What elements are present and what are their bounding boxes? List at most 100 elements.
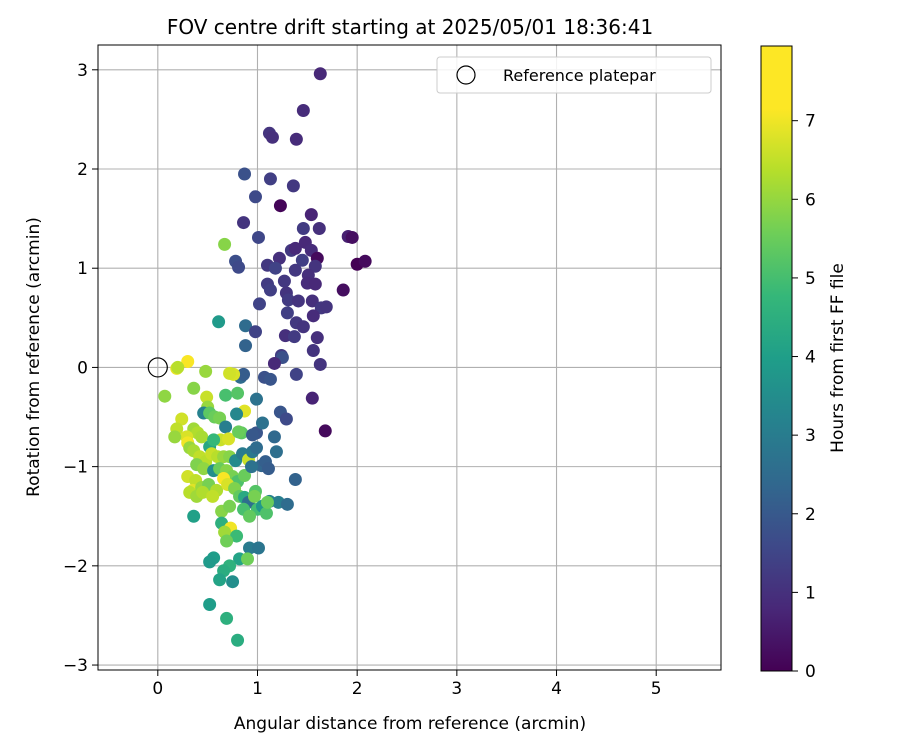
y-tick-label: 0 <box>77 358 88 378</box>
chart-title: FOV centre drift starting at 2025/05/01 … <box>167 15 653 39</box>
data-point <box>288 263 302 277</box>
data-point <box>237 216 251 230</box>
data-point <box>226 575 240 589</box>
data-point <box>199 364 213 378</box>
x-tick-label: 4 <box>551 679 562 699</box>
data-point <box>239 319 253 333</box>
data-point <box>246 428 260 442</box>
data-point <box>255 416 269 430</box>
data-point <box>219 388 233 402</box>
data-point <box>223 366 237 380</box>
x-axis-ticks: 0 1 2 3 4 5 <box>152 670 662 699</box>
data-point <box>287 330 301 344</box>
data-point <box>230 529 244 543</box>
data-point <box>249 441 263 455</box>
data-point <box>288 241 302 255</box>
colorbar-tick-label: 3 <box>805 426 816 446</box>
x-tick-label: 3 <box>451 679 462 699</box>
data-point <box>296 103 310 117</box>
data-point <box>308 259 322 273</box>
data-point <box>252 297 266 311</box>
data-point <box>281 293 295 307</box>
data-point <box>195 430 209 444</box>
data-point <box>237 367 251 381</box>
colorbar-tick-label: 1 <box>805 583 816 603</box>
legend-label: Reference platepar <box>503 66 656 85</box>
data-point <box>272 251 286 265</box>
legend-box <box>436 56 712 94</box>
data-point <box>187 509 201 523</box>
data-point <box>269 445 283 459</box>
y-tick-label: 1 <box>77 259 88 279</box>
data-point <box>238 167 252 181</box>
colorbar-tick-label: 7 <box>805 112 816 132</box>
data-point <box>267 430 281 444</box>
data-point <box>260 495 274 509</box>
data-point <box>241 552 255 566</box>
legend: Reference platepar <box>436 56 712 94</box>
x-axis-label: Angular distance from reference (arcmin) <box>234 714 586 734</box>
data-point <box>295 253 309 267</box>
data-point <box>251 230 265 244</box>
data-point <box>296 222 310 236</box>
data-point <box>291 294 305 308</box>
plot-frame <box>97 44 722 671</box>
data-point <box>243 509 257 523</box>
data-point <box>218 237 232 251</box>
data-point <box>213 573 227 587</box>
data-point <box>223 499 237 513</box>
data-point <box>263 372 277 386</box>
data-point <box>196 485 210 499</box>
data-point <box>239 339 253 353</box>
x-tick-label: 0 <box>152 679 163 699</box>
data-point <box>247 489 261 503</box>
data-point <box>238 469 252 483</box>
data-point <box>207 433 221 447</box>
colorbar-label: Hours from first FF file <box>828 263 848 453</box>
data-point <box>232 425 246 439</box>
reference-platepar-marker <box>147 357 168 378</box>
data-point <box>231 386 245 400</box>
data-point <box>261 462 275 476</box>
data-point <box>232 260 246 274</box>
data-point <box>304 208 318 222</box>
x-tick-label: 1 <box>252 679 263 699</box>
data-point <box>259 506 273 520</box>
data-point <box>158 389 172 403</box>
data-point <box>263 283 277 297</box>
data-point <box>286 179 300 193</box>
data-point <box>265 130 279 144</box>
data-point <box>279 412 293 426</box>
data-point <box>313 357 327 371</box>
y-tick-label: 3 <box>77 61 88 81</box>
data-point <box>220 534 234 548</box>
data-point <box>308 277 322 291</box>
data-point <box>277 274 291 288</box>
data-point <box>249 392 263 406</box>
colorbar-tick-label: 5 <box>805 269 816 289</box>
data-point <box>245 460 259 474</box>
data-point <box>206 489 220 503</box>
data-point <box>248 325 262 339</box>
data-point <box>280 497 294 511</box>
data-point <box>268 261 282 275</box>
data-point <box>313 67 327 81</box>
data-point <box>306 309 320 323</box>
data-point <box>230 407 244 421</box>
colorbar-tick-label: 6 <box>805 190 816 210</box>
data-point <box>197 462 211 476</box>
data-point <box>203 598 217 612</box>
data-points <box>147 67 372 647</box>
data-point <box>289 367 303 381</box>
data-point <box>319 300 333 314</box>
data-point <box>251 541 265 555</box>
data-point <box>288 473 302 487</box>
data-point <box>212 315 226 329</box>
colorbar-tick-label: 0 <box>805 662 816 682</box>
data-point <box>358 254 372 268</box>
data-point <box>203 555 217 569</box>
data-point <box>318 424 332 438</box>
data-point <box>248 190 262 204</box>
x-tick-label: 5 <box>651 679 662 699</box>
